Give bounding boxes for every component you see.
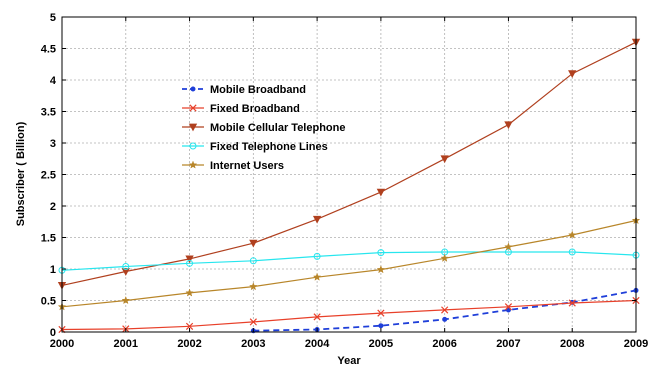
y-tick-label: 3 (50, 138, 56, 150)
data-point (122, 262, 130, 270)
legend-item: Internet Users (182, 160, 284, 172)
data-point (568, 248, 576, 256)
data-point (440, 253, 449, 262)
x-tick-label: 2007 (496, 338, 520, 350)
legend-label: Fixed Telephone Lines (210, 141, 328, 153)
y-tick-label: 0 (50, 327, 56, 339)
x-tick-label: 2005 (369, 338, 393, 350)
data-point (249, 318, 257, 326)
y-tick-label: 0.5 (41, 296, 56, 308)
legend-item: Mobile Cellular Telephone (182, 122, 345, 134)
legend-item: Mobile Broadband (182, 84, 306, 96)
legend-marker (188, 160, 198, 169)
x-axis-label: Year (337, 355, 361, 367)
data-point (121, 268, 130, 276)
legend-item: Fixed Broadband (182, 103, 300, 115)
y-tick-label: 1.5 (41, 233, 56, 245)
series-internet-users (57, 215, 641, 311)
data-point (504, 121, 513, 130)
x-tick-label: 2008 (560, 338, 584, 350)
y-tick-label: 4 (50, 75, 57, 87)
y-tick-label: 5 (50, 12, 56, 24)
data-point (313, 313, 321, 321)
x-tick-label: 2006 (432, 338, 456, 350)
series-line (61, 219, 637, 308)
data-point (121, 295, 131, 305)
x-tick-label: 2003 (241, 338, 265, 350)
data-point (249, 239, 258, 248)
data-point (185, 288, 194, 297)
data-point (568, 70, 577, 79)
y-axis-label: Subscriber ( Billion) (15, 121, 27, 226)
legend-marker (190, 86, 196, 92)
legend-label: Mobile Broadband (210, 84, 306, 96)
y-tick-label: 3.5 (41, 107, 56, 119)
y-tick-label: 2 (50, 201, 56, 213)
data-point (376, 188, 386, 197)
x-tick-label: 2002 (177, 338, 201, 350)
x-tick-label: 2009 (624, 338, 648, 350)
data-point (313, 252, 321, 260)
legend-label: Internet Users (210, 160, 284, 172)
series-line (61, 299, 637, 331)
x-tick-label: 2001 (114, 338, 138, 350)
gridlines (62, 17, 636, 332)
legend-item: Fixed Telephone Lines (182, 141, 328, 153)
y-axis-ticks: 0 0.5 1 1.5 2 2.5 3 3.5 4 4.5 5 (41, 12, 636, 339)
plot-area (62, 17, 636, 332)
legend-label: Mobile Cellular Telephone (210, 122, 345, 134)
data-point (504, 242, 513, 251)
series-line (61, 251, 637, 271)
data-point (376, 265, 386, 274)
data-point (504, 303, 513, 311)
legend: Mobile Broadband Fixed Broadband Mobile Ce… (182, 84, 345, 172)
data-point (568, 299, 576, 307)
data-point (505, 307, 511, 313)
data-point (312, 215, 322, 224)
legend-marker (189, 104, 197, 112)
y-tick-label: 1 (50, 264, 56, 276)
data-point (185, 255, 194, 264)
legend-label: Fixed Broadband (210, 103, 300, 115)
x-axis-ticks: 2000 2001 2002 2003 2004 2005 2006 2007 2008 2009 (50, 17, 648, 350)
y-tick-label: 2.5 (41, 170, 56, 182)
legend-marker (189, 142, 197, 150)
data-point (377, 249, 385, 257)
data-point (442, 316, 448, 322)
data-point (441, 306, 449, 314)
x-tick-label: 2000 (50, 338, 74, 350)
data-point (186, 259, 194, 267)
data-point (377, 309, 385, 317)
legend-marker (188, 123, 198, 132)
y-tick-label: 4.5 (41, 44, 56, 56)
data-point (567, 230, 577, 239)
data-point (312, 272, 322, 281)
data-point (504, 248, 512, 256)
x-tick-label: 2004 (305, 338, 330, 350)
data-point (249, 257, 257, 265)
data-point (185, 322, 194, 330)
data-point (249, 282, 258, 291)
data-point (378, 323, 384, 329)
data-point (440, 155, 449, 164)
